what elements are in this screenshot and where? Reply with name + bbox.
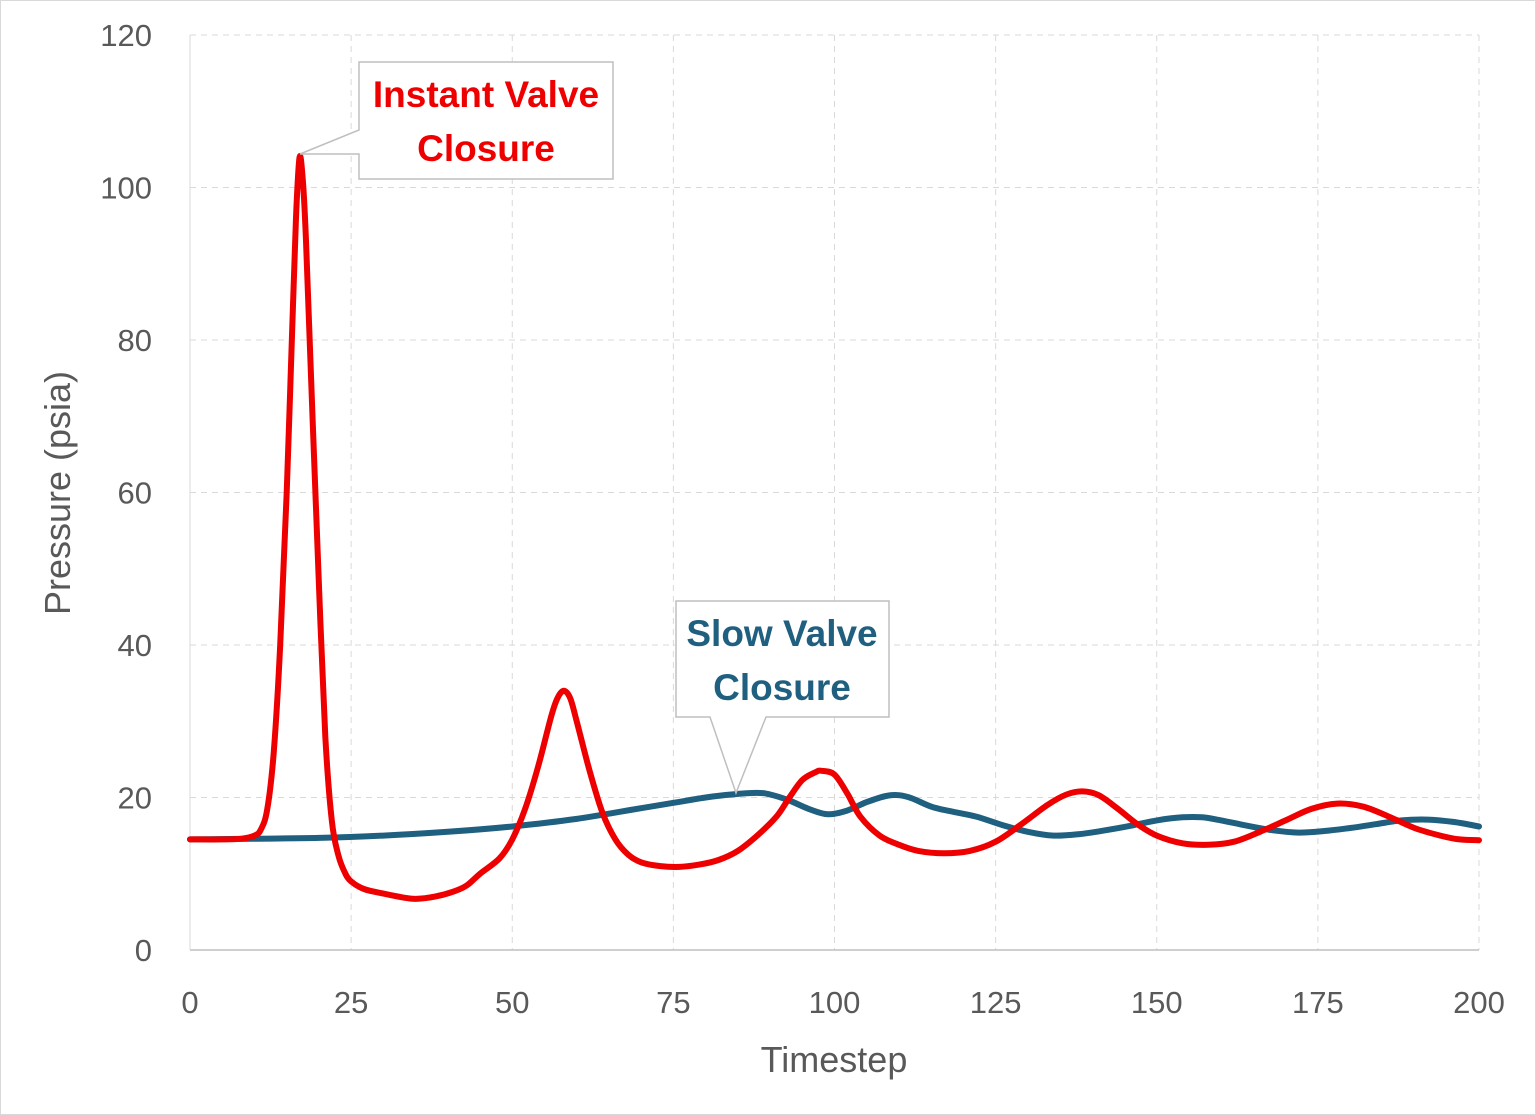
- slow-closure-label-line2: Closure: [713, 667, 851, 708]
- y-axis-title: Pressure (psia): [37, 371, 78, 615]
- series-lines: [187, 152, 1482, 902]
- y-tick-label: 80: [118, 323, 152, 358]
- slow-closure-callout: Slow Valve Closure: [675, 600, 890, 796]
- x-tick-label: 100: [809, 985, 861, 1020]
- grid-lines: [190, 34, 1480, 950]
- instant-closure-callout: Instant Valve Closure: [299, 61, 614, 180]
- y-tick-label: 40: [118, 628, 152, 663]
- y-tick-label: 60: [118, 476, 152, 511]
- x-axis-title: Timestep: [761, 1039, 908, 1080]
- y-tick-labels: 0 20 40 60 80 100 120: [100, 18, 152, 968]
- x-tick-label: 75: [656, 985, 690, 1020]
- y-tick-label: 0: [135, 933, 152, 968]
- slow-closure-callout-box: [675, 600, 890, 796]
- y-tick-label: 100: [100, 171, 152, 206]
- instant-closure-label-line1: Instant Valve: [373, 74, 599, 115]
- x-tick-label: 50: [495, 985, 529, 1020]
- instant-closure-callout-box: [299, 61, 614, 180]
- y-tick-label: 20: [118, 781, 152, 816]
- slow-closure-label-line1: Slow Valve: [686, 613, 877, 654]
- x-tick-label: 150: [1131, 985, 1183, 1020]
- slow-closure-series-line: [187, 789, 1482, 843]
- x-tick-labels: 0 25 50 75 100 125 150 175 200: [181, 985, 1504, 1020]
- instant-closure-label-line2: Closure: [417, 128, 555, 169]
- x-tick-label: 125: [970, 985, 1022, 1020]
- x-tick-label: 175: [1292, 985, 1344, 1020]
- x-tick-label: 0: [181, 985, 198, 1020]
- y-tick-label: 120: [100, 18, 152, 53]
- x-tick-label: 200: [1453, 985, 1505, 1020]
- instant-closure-series-line: [187, 152, 1482, 902]
- axes: [189, 35, 1479, 951]
- x-tick-label: 25: [334, 985, 368, 1020]
